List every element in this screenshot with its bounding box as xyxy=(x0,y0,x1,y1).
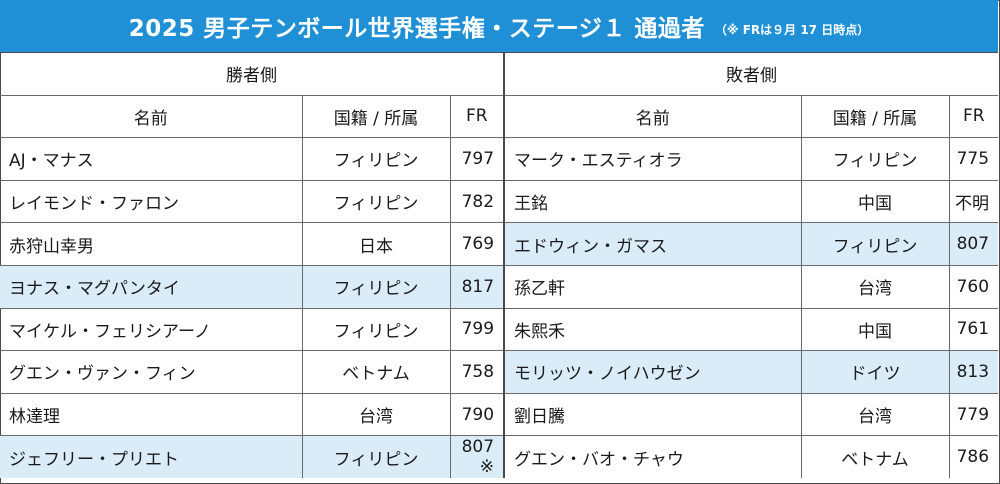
loser-name: モリッツ・ノイハウゼン xyxy=(503,350,802,394)
loser-name: 孫乙軒 xyxy=(503,264,802,309)
loser-country: フィリピン xyxy=(800,137,950,181)
winners-fr-header: FR xyxy=(449,94,505,139)
loser-fr: 807 xyxy=(948,222,999,266)
loser-name: 劉日騰 xyxy=(503,392,802,437)
table-body: AJ・マナス フィリピン 797 マーク・エスティオラ フィリピン 775 レイモンド・ファ… xyxy=(0,137,999,478)
table-row: AJ・マナス フィリピン 797 マーク・エスティオラ フィリピン 775 xyxy=(0,137,999,181)
winner-fr: 817 xyxy=(449,264,505,309)
loser-fr: 不明 xyxy=(948,179,999,224)
winner-name: マイケル・フェリシアーノ xyxy=(0,307,303,352)
loser-country: ドイツ xyxy=(800,350,950,394)
loser-country: 台湾 xyxy=(800,264,950,309)
winner-fr: 769 xyxy=(449,222,505,266)
losers-country-header: 国籍 / 所属 xyxy=(800,94,950,139)
winner-name: ヨナス・マグパンタイ xyxy=(0,264,303,309)
loser-name: 王銘 xyxy=(503,179,802,224)
group-header-row: 勝者側 敗者側 xyxy=(0,53,999,96)
loser-name: マーク・エスティオラ xyxy=(503,137,802,181)
winner-fr: 758 xyxy=(449,350,505,394)
title-bar: 2025 男子テンボール世界選手権・ステージ１ 通過者 （※ FRは９月 17 … xyxy=(0,0,998,53)
winner-name: グエン・ヴァン・フィン xyxy=(0,350,303,394)
losers-fr-header: FR xyxy=(948,94,999,139)
results-table: 勝者側 敗者側 名前 国籍 / 所属 FR 名前 国籍 / 所属 FR AJ・マ… xyxy=(0,53,999,478)
table-row: レイモンド・ファロン フィリピン 782 王銘 中国 不明 xyxy=(0,179,999,224)
column-header-row: 名前 国籍 / 所属 FR 名前 国籍 / 所属 FR xyxy=(0,94,999,139)
loser-country: 中国 xyxy=(800,179,950,224)
loser-name: エドウィン・ガマス xyxy=(503,222,802,266)
winner-country: フィリピン xyxy=(301,137,451,181)
table-row: マイケル・フェリシアーノ フィリピン 799 朱熙禾 中国 761 xyxy=(0,307,999,352)
winner-country: フィリピン xyxy=(301,179,451,224)
winner-fr: 807 ※ xyxy=(449,435,505,478)
table-row: 赤狩山幸男 日本 769 エドウィン・ガマス フィリピン 807 xyxy=(0,222,999,266)
table-row: ジェフリー・プリエト フィリピン 807 ※ グエン・バオ・チャウ ベトナム 786 xyxy=(0,435,999,478)
loser-fr: 779 xyxy=(948,392,999,437)
losers-name-header: 名前 xyxy=(503,94,802,139)
winner-fr: 782 xyxy=(449,179,505,224)
loser-country: 台湾 xyxy=(800,392,950,437)
winner-name: 赤狩山幸男 xyxy=(0,222,303,266)
winner-fr: 790 xyxy=(449,392,505,437)
winner-name: 林達理 xyxy=(0,392,303,437)
winners-name-header: 名前 xyxy=(0,94,303,139)
loser-country: ベトナム xyxy=(800,435,950,478)
winner-fr: 799 xyxy=(449,307,505,352)
winner-name: ジェフリー・プリエト xyxy=(0,435,303,478)
loser-fr: 813 xyxy=(948,350,999,394)
loser-country: 中国 xyxy=(800,307,950,352)
table-row: 林達理 台湾 790 劉日騰 台湾 779 xyxy=(0,392,999,437)
winner-name: AJ・マナス xyxy=(0,137,303,181)
winner-country: フィリピン xyxy=(301,307,451,352)
title-note: （※ FRは９月 17 日時点） xyxy=(714,22,870,37)
loser-country: フィリピン xyxy=(800,222,950,266)
winner-country: 日本 xyxy=(301,222,451,266)
winner-country: フィリピン xyxy=(301,264,451,309)
winner-country: ベトナム xyxy=(301,350,451,394)
winner-country: 台湾 xyxy=(301,392,451,437)
loser-fr: 760 xyxy=(948,264,999,309)
table-row: グエン・ヴァン・フィン ベトナム 758 モリッツ・ノイハウゼン ドイツ 813 xyxy=(0,350,999,394)
loser-name: 朱熙禾 xyxy=(503,307,802,352)
table-row: ヨナス・マグパンタイ フィリピン 817 孫乙軒 台湾 760 xyxy=(0,264,999,309)
loser-fr: 786 xyxy=(948,435,999,478)
losers-header: 敗者側 xyxy=(503,53,999,96)
winner-country: フィリピン xyxy=(301,435,451,478)
winners-country-header: 国籍 / 所属 xyxy=(301,94,451,139)
winner-fr: 797 xyxy=(449,137,505,181)
loser-fr: 775 xyxy=(948,137,999,181)
loser-name: グエン・バオ・チャウ xyxy=(503,435,802,478)
winners-header: 勝者側 xyxy=(0,53,505,96)
loser-fr: 761 xyxy=(948,307,999,352)
winner-name: レイモンド・ファロン xyxy=(0,179,303,224)
page-title: 2025 男子テンボール世界選手権・ステージ１ 通過者 xyxy=(128,16,705,42)
